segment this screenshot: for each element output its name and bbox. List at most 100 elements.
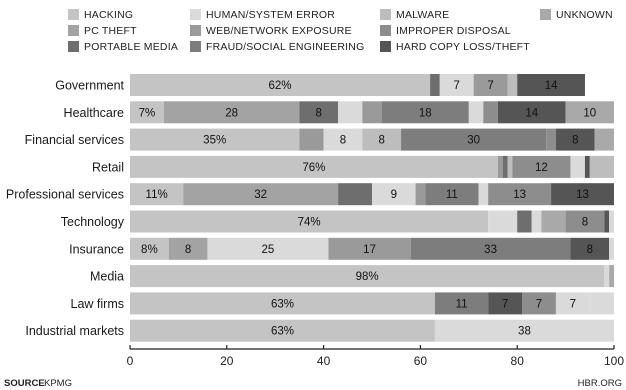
legend-item-malware: MALWARE — [380, 9, 449, 21]
category-label: Financial services — [25, 133, 124, 147]
bar-segment-fraud-social-engineering — [410, 237, 571, 260]
data-label: 74% — [298, 217, 321, 229]
data-label: 7 — [536, 298, 542, 310]
legend-item-hard-copy-loss-theft: HARD COPY LOSS/THEFT — [380, 41, 530, 53]
bar-segment-hacking — [130, 101, 164, 124]
bar-row-media: Media 98% — [90, 265, 614, 288]
legend-swatch — [68, 25, 79, 36]
legend-label: UNKNOWN — [556, 9, 613, 21]
data-label: 25 — [262, 244, 275, 256]
data-label: 28 — [225, 107, 238, 119]
bar-segment-fraud-social-engineering — [425, 183, 479, 206]
bar-segment-pc-theft — [168, 237, 208, 260]
bar-segment-hard-copy-loss-theft — [555, 128, 595, 151]
category-label: Government — [55, 79, 124, 93]
category-label: Technology — [61, 215, 125, 229]
x-axis: 0 20 40 60 80 100 — [127, 345, 624, 368]
bar-segment-hacking — [130, 265, 605, 288]
data-label: 98% — [356, 271, 379, 283]
bar-row-government: Government 62% 7 7 14 — [55, 74, 585, 96]
bar-segment-hacking — [130, 319, 435, 342]
x-tick-label: 40 — [317, 354, 331, 368]
bar-segment-hard-copy-loss-theft — [570, 237, 610, 260]
legend-swatch — [190, 9, 201, 20]
data-label: 11 — [446, 189, 458, 201]
legend-swatch — [540, 9, 551, 20]
data-label: 76% — [302, 162, 325, 174]
bar-segment-unknown — [565, 101, 614, 124]
legend-item-improper-disposal: IMPROPER DISPOSAL — [380, 25, 511, 37]
legend-item-unknown: UNKNOWN — [540, 9, 613, 21]
legend-item-portable-media: PORTABLE MEDIA — [68, 41, 178, 53]
data-label: 17 — [363, 244, 376, 256]
bar-segment-human-system-error — [478, 183, 489, 206]
legend-swatch — [190, 41, 201, 52]
bar-segment-hacking — [130, 128, 300, 151]
bar-segment-human-system-error — [372, 183, 416, 206]
x-tick-label: 100 — [604, 354, 624, 368]
legend: HACKING HUMAN/SYSTEM ERROR MALWARE UNKNOWN P… — [68, 9, 613, 53]
bar-segment-hacking — [130, 292, 435, 315]
bar-segment-hard-copy-loss-theft — [497, 101, 566, 124]
bar-segment-hard-copy-loss-theft — [584, 155, 590, 178]
bar-segment-malware — [507, 155, 513, 178]
bar-row-insurance: Insurance 8% 8 25 17 33 8 — [69, 237, 614, 260]
source-text: KPMG — [44, 378, 72, 389]
bar-segment-human-system-error — [531, 210, 542, 233]
bar-segment-human-system-error — [555, 292, 590, 315]
data-label: 18 — [419, 107, 432, 119]
bar-segment-unknown — [541, 210, 566, 233]
bar-segment-human-system-error — [439, 74, 474, 96]
bar-segment-web-network-exposure — [362, 101, 382, 124]
bar-segment-malware — [362, 128, 402, 151]
bar-segment-web-network-exposure — [415, 183, 426, 206]
legend-swatch — [380, 9, 391, 20]
data-label: 12 — [535, 162, 548, 174]
bar-segment-human-system-error — [604, 265, 610, 288]
bar-segment-improper-disposal — [546, 128, 556, 151]
data-label: 30 — [467, 135, 480, 147]
bars: Government 62% 7 7 14 Healthcare 7% 28 8 18 14 10 Fi… — [6, 74, 614, 342]
bar-row-technology: Technology 74% 8 — [61, 210, 614, 233]
legend-item-human-system-error: HUMAN/SYSTEM ERROR — [190, 9, 335, 21]
data-label: 10 — [583, 107, 596, 119]
bar-row-industrial-markets: Industrial markets 63% 38 — [25, 319, 614, 342]
x-tick-label: 80 — [511, 354, 525, 368]
bar-segment-human-system-error — [589, 292, 614, 315]
data-label: 8 — [185, 244, 191, 256]
legend-label: HACKING — [84, 9, 133, 21]
bar-segment-hacking — [130, 183, 184, 206]
bar-segment-fraud-social-engineering — [434, 292, 489, 315]
data-label: 8 — [572, 135, 578, 147]
bar-segment-hard-copy-loss-theft — [604, 210, 610, 233]
bar-segment-human-system-error — [488, 210, 518, 233]
bar-segment-web-network-exposure — [328, 237, 411, 260]
category-label: Professional services — [6, 188, 124, 202]
bar-segment-hacking — [130, 210, 489, 233]
bar-segment-pc-theft — [183, 183, 339, 206]
bar-row-professional-services: Professional services 11% 32 9 11 13 13 — [6, 183, 614, 206]
bar-segment-portable-media — [430, 74, 440, 96]
legend-label: WEB/NETWORK EXPOSURE — [206, 25, 352, 37]
legend-label: HARD COPY LOSS/THEFT — [396, 41, 530, 53]
bar-segment-improper-disposal — [522, 292, 556, 315]
bar-segment-improper-disposal — [512, 155, 571, 178]
data-label: 62% — [269, 80, 292, 92]
bar-segment-web-network-exposure — [299, 128, 324, 151]
data-label: 8 — [582, 217, 588, 229]
bar-segment-human-system-error — [570, 155, 585, 178]
bar-segment-human-system-error — [338, 101, 363, 124]
data-label: 35% — [203, 135, 226, 147]
bar-segment-hacking — [130, 74, 431, 96]
category-label: Media — [90, 270, 124, 284]
bar-row-financial-services: Financial services 35% 8 8 30 8 — [25, 128, 614, 151]
legend-item-fraud-social-engineering: FRAUD/SOCIAL ENGINEERING — [190, 41, 364, 53]
category-label: Retail — [92, 160, 124, 174]
bar-segment-portable-media — [502, 155, 508, 178]
data-label: 8 — [587, 244, 593, 256]
data-label: 8 — [340, 135, 346, 147]
legend-swatch — [190, 25, 201, 36]
bar-segment-unknown — [609, 265, 614, 288]
data-label: 8 — [316, 107, 322, 119]
category-label: Industrial markets — [25, 324, 124, 338]
